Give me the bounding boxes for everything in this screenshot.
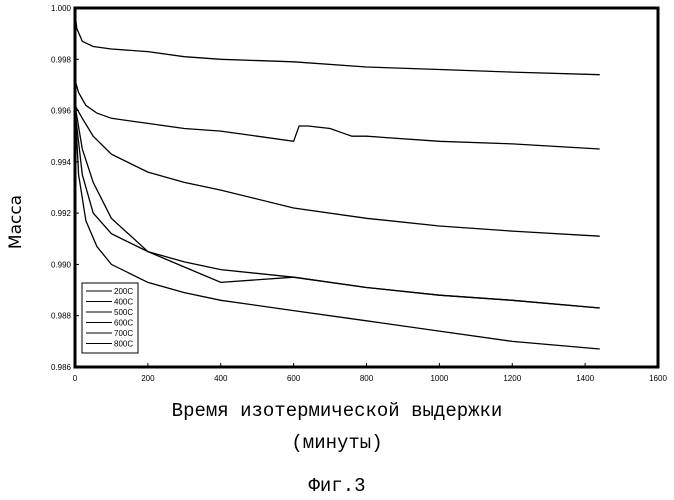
x-tick-label: 200 <box>141 374 155 383</box>
x-tick-label: 0 <box>73 374 78 383</box>
legend-label: 700C <box>114 329 133 338</box>
y-tick-label: 0.988 <box>51 312 72 321</box>
y-tick-label: 0.998 <box>51 55 72 64</box>
series-line-400c <box>74 79 600 150</box>
legend-label: 800C <box>114 340 133 349</box>
series-line-800c <box>74 105 600 350</box>
series-line-500c <box>74 105 600 237</box>
x-tick-label: 800 <box>360 374 374 383</box>
figure-label: Фиг.3 <box>308 475 366 497</box>
y-axis-label: Масса <box>6 195 26 249</box>
y-tick-label: 1.000 <box>51 4 72 13</box>
legend-label: 400C <box>114 298 133 307</box>
x-axis-label-line1: Время изотермической выдержки <box>171 400 503 422</box>
y-tick-label: 0.990 <box>51 260 72 269</box>
legend-label: 600C <box>114 319 133 328</box>
x-tick-label: 600 <box>287 374 301 383</box>
x-tick-label: 1400 <box>576 374 594 383</box>
plot-area-frame <box>73 6 660 369</box>
x-tick-label: 1600 <box>649 374 667 383</box>
y-tick-label: 0.992 <box>51 209 72 218</box>
x-tick-label: 1200 <box>503 374 521 383</box>
y-tick-label: 0.986 <box>51 363 72 372</box>
x-axis-label-line2: (минуты) <box>291 432 383 454</box>
y-tick-label: 0.994 <box>51 158 72 167</box>
x-tick-label: 1000 <box>430 374 448 383</box>
series-line-200c <box>74 13 600 76</box>
legend-box <box>81 282 139 354</box>
x-tick-label: 400 <box>214 374 228 383</box>
series-line-700c <box>74 110 600 309</box>
y-tick-label: 0.996 <box>51 107 72 116</box>
series-line-600c <box>74 105 600 309</box>
legend-label: 500C <box>114 308 133 317</box>
legend-label: 200C <box>114 287 133 296</box>
